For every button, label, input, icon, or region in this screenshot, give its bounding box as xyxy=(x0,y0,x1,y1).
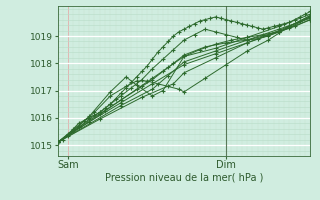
X-axis label: Pression niveau de la mer( hPa ): Pression niveau de la mer( hPa ) xyxy=(105,173,263,183)
